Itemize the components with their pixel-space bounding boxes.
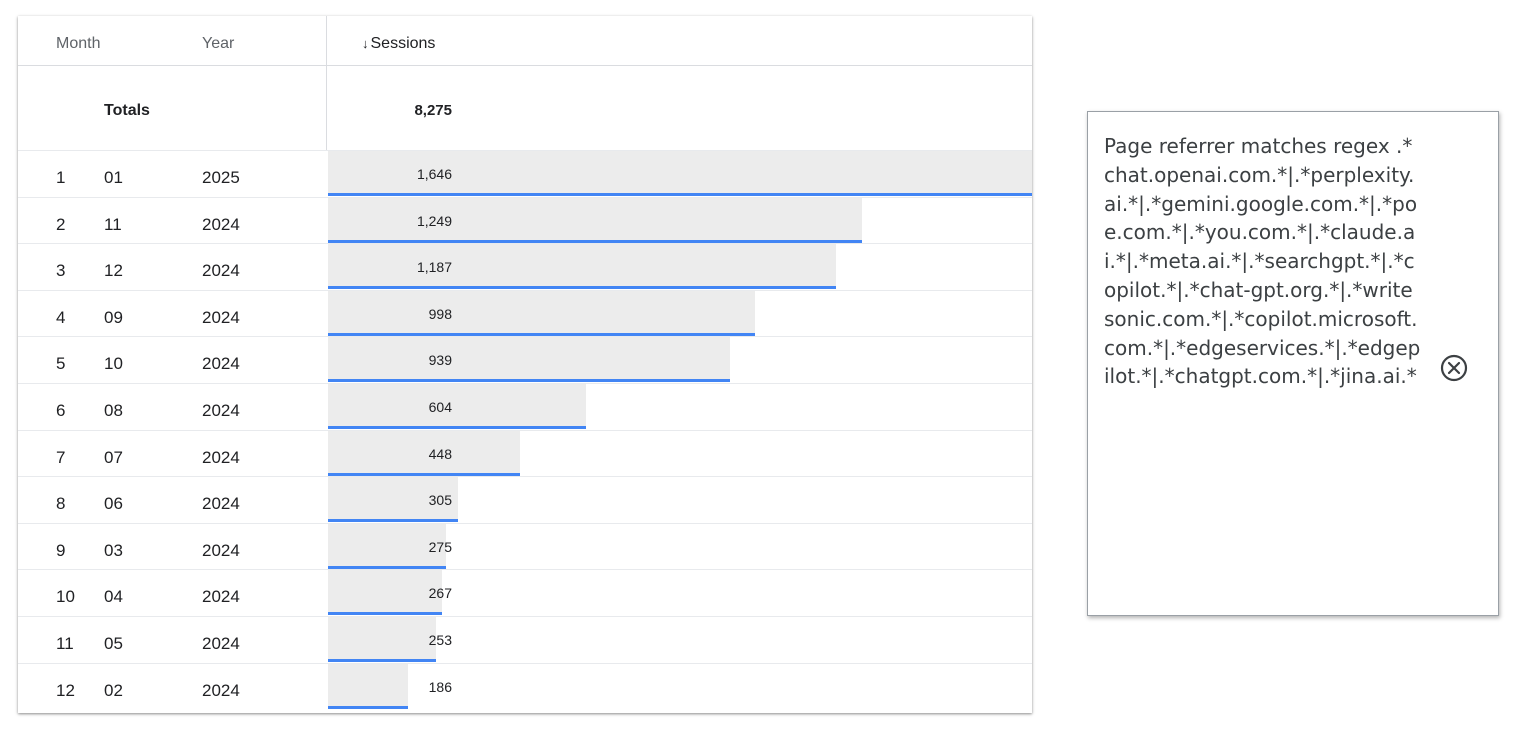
row-index: 5 [56, 354, 66, 374]
row-month: 03 [104, 540, 123, 560]
session-bar-underline [328, 286, 836, 290]
column-header-year[interactable]: Year [202, 35, 235, 52]
table-row[interactable]: 2 11 2024 1,249 [18, 197, 1032, 245]
session-bar-fill [328, 383, 586, 428]
row-sessions: 275 [428, 538, 452, 555]
row-month: 08 [104, 400, 123, 420]
row-index: 8 [56, 494, 66, 514]
table-header: Month Year ↓ Sessions [18, 16, 1032, 66]
session-bar-underline [328, 472, 520, 476]
row-month: 12 [104, 261, 123, 281]
row-year: 2025 [202, 168, 240, 187]
row-year: 2024 [202, 587, 240, 607]
table-row[interactable]: 12 02 2024 186 [18, 663, 1032, 711]
session-bar-fill [328, 570, 442, 615]
close-circle-icon[interactable] [1438, 352, 1470, 384]
session-bar-fill [328, 430, 520, 475]
row-month: 02 [104, 680, 123, 700]
session-bar-fill [328, 290, 755, 335]
row-sessions: 253 [428, 631, 452, 648]
arrow-down-icon[interactable]: ↓ [362, 36, 369, 51]
table-row[interactable]: 8 06 2024 305 [18, 477, 1032, 524]
session-bar-underline [328, 379, 730, 383]
table-row[interactable]: 9 03 2024 275 [18, 523, 1032, 571]
sessions-table: Month Year ↓ Sessions Totals 8,275 1 01 202… [18, 16, 1032, 713]
session-bar-fill [328, 151, 1032, 195]
session-bar-fill [328, 663, 408, 708]
row-year: 2024 [202, 307, 240, 327]
row-sessions: 1,187 [416, 259, 452, 276]
row-sessions: 267 [428, 585, 452, 602]
session-bar-fill [328, 477, 458, 522]
table-row[interactable]: 3 12 2024 1,187 [18, 244, 1032, 291]
row-year: 2024 [202, 261, 240, 281]
row-index: 9 [56, 540, 66, 560]
row-sessions: 448 [428, 445, 452, 462]
row-year: 2024 [202, 214, 240, 234]
row-year: 2024 [202, 354, 240, 374]
session-bar-underline [328, 658, 436, 662]
session-bar-fill [328, 616, 436, 661]
session-bar-underline [328, 193, 1032, 196]
totals-label: Totals [104, 102, 150, 119]
session-bar-underline [328, 519, 458, 523]
session-bar-underline [328, 239, 862, 243]
table-row[interactable]: 11 05 2024 253 [18, 616, 1032, 664]
session-bar-underline [328, 425, 586, 429]
row-index: 1 [56, 168, 66, 187]
totals-row: Totals 8,275 [18, 66, 1032, 151]
row-year: 2024 [202, 400, 240, 420]
row-sessions: 998 [428, 305, 452, 322]
session-bar-fill [328, 523, 446, 568]
row-sessions: 1,646 [416, 166, 452, 182]
table-row[interactable]: 7 07 2024 448 [18, 430, 1032, 478]
row-month: 07 [104, 447, 123, 467]
row-index: 2 [56, 214, 66, 234]
row-index: 6 [56, 400, 66, 420]
row-sessions: 305 [428, 492, 452, 509]
row-index: 7 [56, 447, 66, 467]
column-divider [326, 16, 327, 150]
session-bar-fill [328, 197, 862, 242]
row-month: 11 [104, 214, 122, 234]
column-header-sessions-label: Sessions [370, 35, 436, 52]
row-month: 01 [104, 168, 123, 187]
totals-value: 8,275 [414, 102, 452, 119]
table-row[interactable]: 10 04 2024 267 [18, 570, 1032, 617]
session-bar-underline [328, 332, 755, 336]
row-year: 2024 [202, 494, 240, 514]
row-year: 2024 [202, 447, 240, 467]
session-bar-underline [328, 565, 446, 569]
row-index: 4 [56, 307, 66, 327]
row-year: 2024 [202, 633, 240, 653]
row-sessions: 939 [428, 352, 452, 369]
column-header-sessions[interactable]: ↓ Sessions [362, 34, 435, 54]
row-year: 2024 [202, 680, 240, 700]
session-bar-fill [328, 244, 836, 289]
row-month: 10 [104, 354, 123, 374]
row-month: 06 [104, 494, 123, 514]
filter-description: Page referrer matches regex .*chat.opena… [1104, 134, 1421, 389]
row-index: 10 [56, 587, 75, 607]
row-index: 12 [56, 680, 75, 700]
column-header-month[interactable]: Month [56, 35, 101, 52]
row-index: 3 [56, 261, 66, 281]
table-body: 1 01 2025 1,646 2 11 2024 1,249 3 12 2024 1,187 4 09 2… [18, 151, 1032, 710]
table-row[interactable]: 6 08 2024 604 [18, 383, 1032, 431]
table-row[interactable]: 5 10 2024 939 [18, 337, 1032, 384]
row-month: 04 [104, 587, 123, 607]
row-year: 2024 [202, 540, 240, 560]
table-row[interactable]: 1 01 2025 1,646 [18, 151, 1032, 198]
row-sessions: 1,249 [416, 212, 452, 229]
row-month: 09 [104, 307, 123, 327]
session-bar-fill [328, 337, 730, 382]
table-row[interactable]: 4 09 2024 998 [18, 290, 1032, 338]
session-bar-underline [328, 612, 442, 616]
filter-chip[interactable]: Page referrer matches regex .*chat.opena… [1087, 111, 1499, 616]
row-month: 05 [104, 633, 123, 653]
row-index: 11 [56, 633, 74, 653]
row-sessions: 186 [428, 678, 452, 695]
row-sessions: 604 [428, 398, 452, 415]
session-bar-underline [328, 705, 408, 709]
